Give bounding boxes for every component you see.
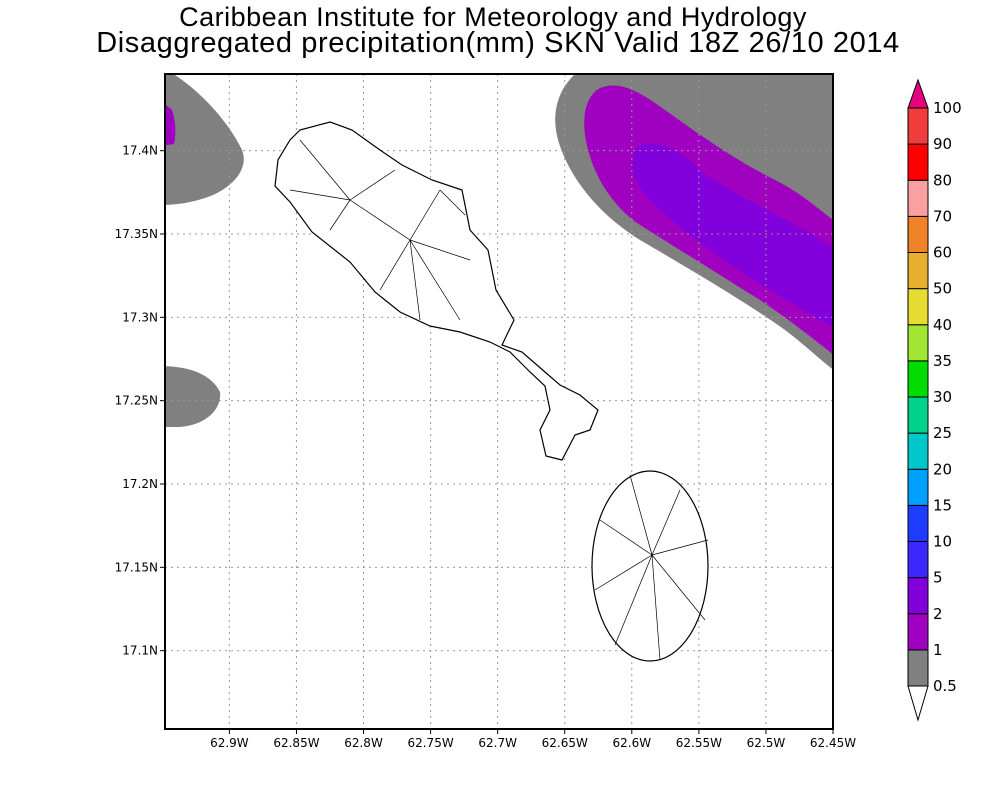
colorbar-swatch [907,143,929,181]
colorbar-label: 15 [933,496,952,514]
colorbar-label: 1 [933,641,943,659]
lon-tick-label: 62.85W [273,736,319,750]
st-kitts-drainage [289,139,471,321]
axis-ticks: 62.9W 62.85W 62.8W 62.75W 62.7W 62.65W 62.6W 62… [115,144,857,750]
colorbar-label: 40 [933,316,952,334]
colorbar-label: 2 [933,605,943,623]
colorbar-swatch [907,215,929,253]
colorbar-label: 20 [933,460,952,478]
lat-tick-label: 17.1N [122,644,158,658]
colorbar-swatch [907,504,929,542]
colorbar-label: 30 [933,388,952,406]
lon-tick-label: 62.75W [407,736,453,750]
lat-tick-label: 17.25N [115,394,158,408]
lat-tick-label: 17.3N [122,310,158,324]
lon-tick-label: 62.55W [676,736,722,750]
colorbar-swatch [907,288,929,326]
lon-tick-label: 62.8W [344,736,383,750]
precip-purple-nw [165,104,176,146]
lon-tick-label: 62.5W [747,736,786,750]
colorbar-label: 10 [933,533,952,551]
island-st-kitts [274,121,599,461]
colorbar-swatch [907,396,929,434]
plot-frame [164,73,834,730]
colorbar-swatch [907,541,929,579]
colorbar-swatch [907,252,929,290]
colorbar-swatch [907,613,929,651]
lon-tick-label: 62.9W [210,736,249,750]
colorbar-swatch [907,432,929,470]
island-nevis [591,470,709,662]
colorbar-label: 60 [933,244,952,262]
lat-tick-label: 17.4N [122,144,158,158]
colorbar-label: 70 [933,207,952,225]
lon-tick-label: 62.6W [612,736,651,750]
precip-violet-ne [632,143,833,327]
precip-grey-w [165,366,221,427]
colorbar-under-triangle [907,685,929,722]
lat-tick-label: 17.15N [115,560,158,574]
title-product: Disaggregated precipitation(mm) SKN Vali… [96,27,900,59]
colorbar-over-triangle [907,78,929,109]
colorbar-swatch [907,360,929,398]
colorbar-label: 50 [933,280,952,298]
colorbar-swatch [907,468,929,506]
colorbar-label: 0.5 [933,677,957,695]
colorbar-label: 90 [933,135,952,153]
lon-tick-label: 62.45W [810,736,856,750]
colorbar-label: 25 [933,424,952,442]
colorbar-swatch [907,649,929,687]
nevis-drainage [594,474,709,661]
colorbar-swatch [907,107,929,145]
colorbar-swatch [907,577,929,615]
colorbar-label: 80 [933,171,952,189]
colorbar-label: 5 [933,569,943,587]
lat-tick-label: 17.35N [115,227,158,241]
precip-field [165,74,833,427]
colorbar-label: 100 [933,99,962,117]
lon-tick-label: 62.65W [542,736,588,750]
title-institute: Caribbean Institute for Meteorology and … [179,2,807,32]
lat-tick-label: 17.2N [122,477,158,491]
lon-tick-label: 62.7W [478,736,517,750]
precip-grey-nw [165,74,244,205]
colorbar-swatch [907,179,929,217]
colorbar-label: 35 [933,352,952,370]
colorbar-swatch [907,324,929,362]
